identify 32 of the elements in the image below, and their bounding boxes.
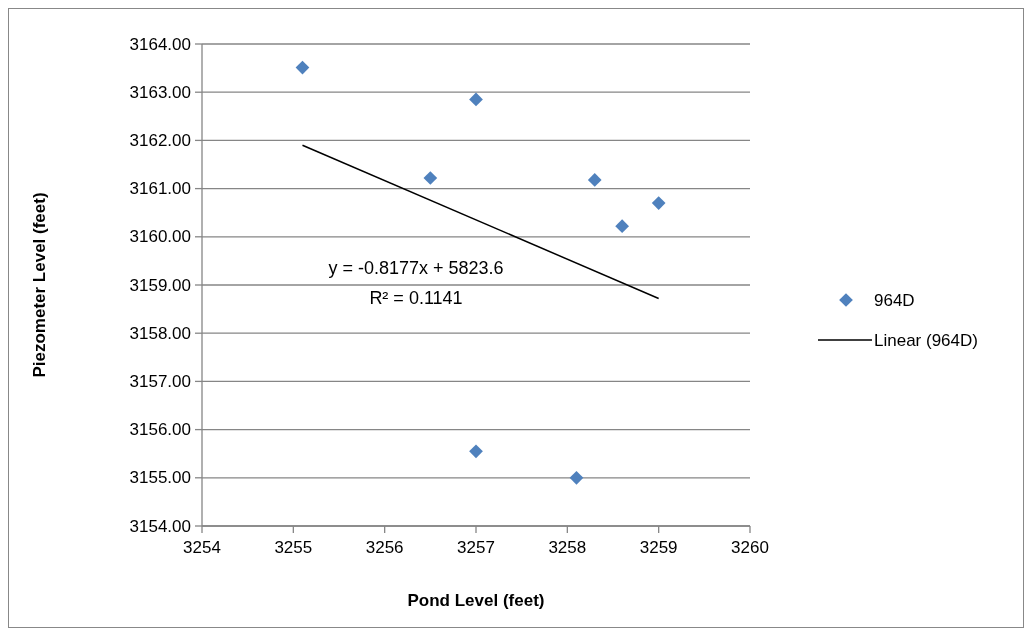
y-tick-label: 3156.00: [129, 420, 191, 440]
point: [295, 60, 310, 75]
annotation: y = -0.8177x + 5823.6: [328, 258, 504, 278]
x-tick-label: 3254: [183, 538, 221, 557]
point: [615, 219, 629, 234]
y-tick-label: 3154.00: [129, 516, 191, 536]
y-tick-label: 3164.00: [129, 34, 191, 54]
x-tick-label: 3255: [274, 538, 313, 557]
y-tick-label: 3157.00: [129, 371, 191, 391]
y-tick-label: 3163.00: [129, 82, 191, 102]
point: [469, 92, 483, 107]
legend-label: Linear (964D): [874, 330, 978, 350]
x-tick-label: 3258: [548, 538, 587, 557]
y-tick-label: 3162.00: [129, 130, 191, 150]
point: [469, 444, 483, 459]
y-tick-label: 3155.00: [129, 468, 191, 488]
y-tick-label: 3159.00: [129, 275, 191, 295]
y-axis-title: Piezometer Level (feet): [30, 192, 49, 378]
point: [651, 196, 666, 210]
point: [569, 470, 584, 485]
x-tick-label: 3259: [639, 538, 678, 557]
legend-label: 964D: [874, 290, 915, 310]
y-tick-label: 3161.00: [129, 179, 191, 199]
annotation: R² = 0.1141: [369, 288, 463, 308]
x-tick-label: 3260: [731, 538, 769, 557]
y-tick-label: 3160.00: [129, 227, 191, 247]
x-tick-label: 3257: [457, 538, 495, 557]
point: [587, 173, 602, 187]
point: [423, 171, 438, 185]
x-axis-title: Pond Level (feet): [407, 591, 545, 610]
x-tick-label: 3256: [365, 538, 404, 557]
y-tick-label: 3158.00: [129, 323, 191, 343]
